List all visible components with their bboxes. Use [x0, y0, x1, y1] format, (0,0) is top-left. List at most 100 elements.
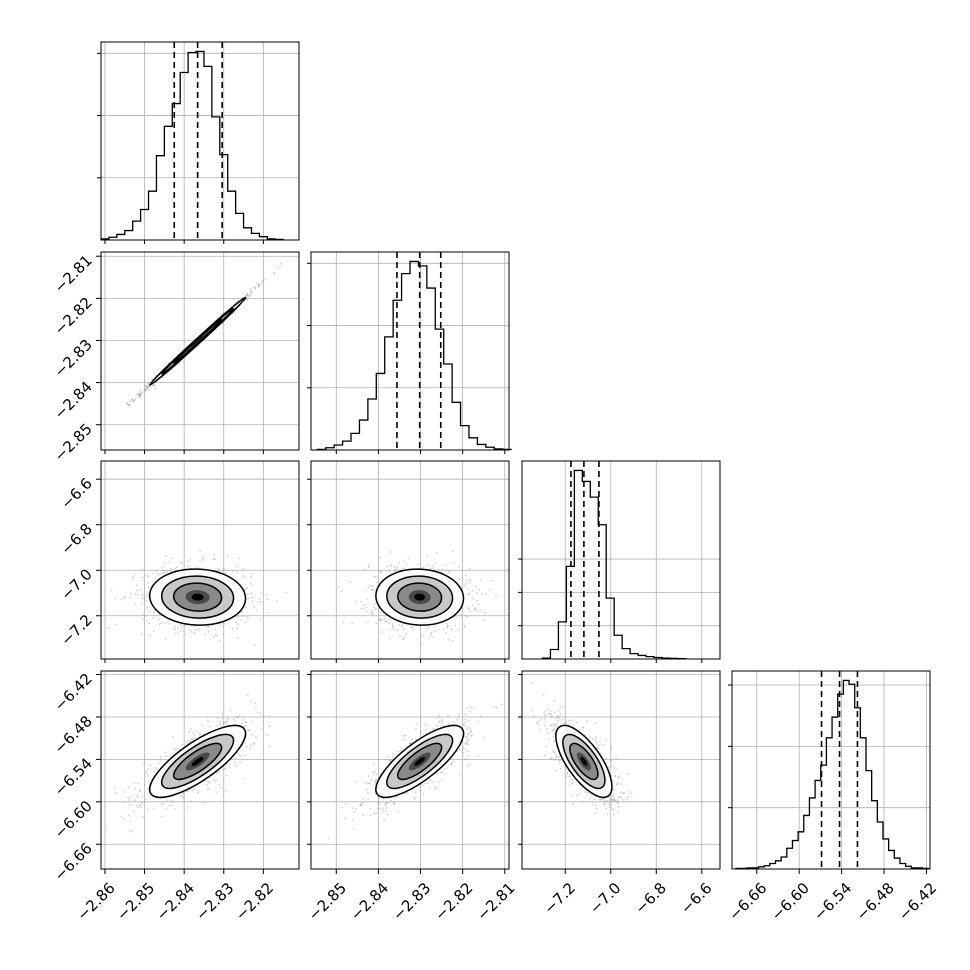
scatter-point [430, 633, 433, 636]
scatter-point [382, 807, 385, 810]
scatter-point [144, 384, 147, 387]
scatter-point [355, 600, 358, 603]
scatter-point [472, 706, 475, 709]
scatter-point [235, 615, 238, 618]
scatter-point [552, 723, 555, 725]
scatter-point [213, 554, 216, 556]
scatter-point [464, 721, 467, 724]
scatter-point [576, 721, 578, 724]
scatter-point [379, 611, 382, 614]
scatter-panel-3-2 [521, 670, 721, 870]
scatter-point [475, 607, 478, 609]
scatter-point [424, 723, 427, 726]
scatter-point [370, 585, 373, 588]
scatter-point [369, 782, 372, 785]
scatter-point [252, 742, 255, 745]
scatter-point [132, 810, 135, 813]
scatter-point [250, 720, 253, 723]
scatter-point [158, 623, 161, 626]
scatter-point [193, 787, 195, 790]
scatter-point [146, 808, 149, 811]
scatter-point [166, 621, 169, 624]
scatter-point [595, 740, 598, 743]
scatter-point [434, 786, 437, 789]
scatter-point [617, 782, 619, 784]
scatter-point [251, 600, 254, 603]
panel-frame [100, 41, 300, 241]
scatter-point [244, 721, 247, 723]
scatter-point [136, 392, 139, 395]
scatter-point [134, 593, 137, 596]
scatter-point [447, 722, 449, 725]
scatter-point [484, 593, 487, 595]
scatter-point [245, 746, 248, 748]
panel-frame [100, 670, 300, 870]
scatter-point [257, 284, 260, 287]
scatter-point [389, 799, 392, 802]
scatter-point [223, 721, 226, 724]
scatter-point [135, 805, 138, 807]
scatter-point [388, 628, 391, 631]
scatter-point [137, 393, 140, 396]
scatter-point [141, 594, 144, 596]
scatter-point [403, 739, 405, 741]
scatter-point [441, 722, 444, 725]
scatter-point [143, 597, 146, 600]
scatter-point [123, 791, 126, 793]
scatter-point [132, 578, 135, 581]
histogram-panel-2 [518, 460, 721, 660]
scatter-point [464, 614, 467, 617]
scatter-point [414, 791, 417, 794]
scatter-point [246, 292, 249, 295]
scatter-point [141, 802, 143, 804]
scatter-point [165, 808, 168, 811]
scatter-point [454, 615, 457, 618]
scatter-point [439, 720, 441, 723]
scatter-point [175, 566, 178, 569]
scatter-point [451, 763, 453, 766]
scatter-point [391, 625, 394, 628]
scatter-point [249, 582, 252, 584]
scatter-point [380, 619, 383, 622]
scatter-point [162, 565, 165, 568]
scatter-point [379, 617, 382, 620]
scatter-point [419, 789, 422, 792]
scatter-point [207, 630, 210, 633]
scatter-point [616, 799, 619, 802]
scatter-point [146, 382, 149, 385]
scatter-point [237, 624, 240, 626]
scatter-point [394, 568, 397, 571]
scatter-point [284, 591, 287, 594]
scatter-point [462, 748, 465, 751]
scatter-point [366, 792, 369, 794]
scatter-point [140, 602, 143, 605]
scatter-point [554, 725, 557, 728]
scatter-point [550, 758, 553, 761]
scatter-point [149, 764, 152, 767]
scatter-point [467, 726, 469, 729]
scatter-point [224, 768, 226, 770]
scatter-point [162, 572, 165, 575]
scatter-point [254, 286, 257, 289]
scatter-point [232, 570, 235, 573]
scatter-point [236, 299, 239, 302]
panel-frame [731, 670, 931, 870]
scatter-point [617, 776, 620, 779]
scatter-point [169, 569, 172, 572]
scatter-point [394, 569, 396, 572]
scatter-point [134, 603, 137, 606]
scatter-point [411, 628, 414, 631]
scatter-point [464, 713, 467, 716]
scatter-point [463, 584, 466, 587]
scatter-point [137, 393, 140, 396]
scatter-point [190, 728, 192, 731]
scatter-point [543, 754, 546, 757]
scatter-point [488, 589, 491, 591]
scatter-point [129, 597, 132, 599]
scatter-point [393, 802, 396, 805]
scatter-point [436, 724, 439, 727]
scatter-point [122, 818, 125, 821]
scatter-point [224, 767, 227, 770]
scatter-point [220, 786, 223, 789]
